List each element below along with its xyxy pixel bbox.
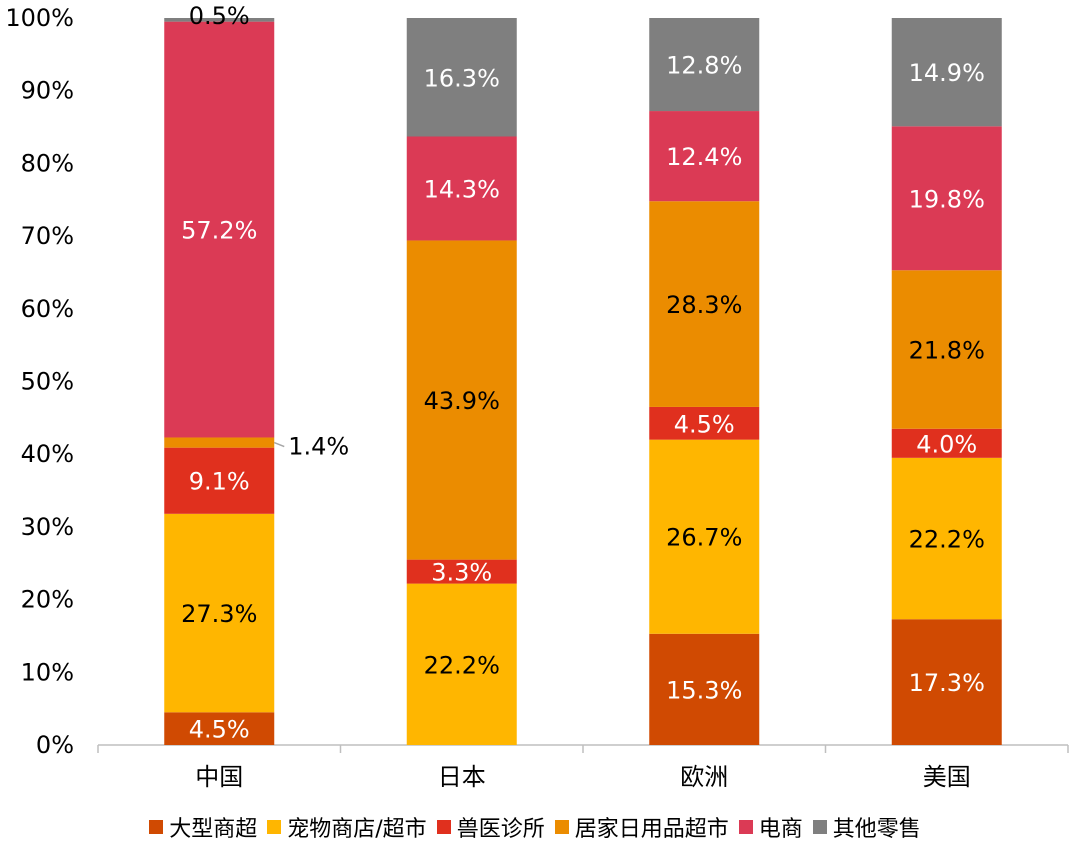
data-label: 22.2% — [424, 651, 500, 679]
bar-segment — [891, 270, 1002, 429]
data-label: 4.0% — [916, 430, 977, 458]
x-category-label: 日本 — [438, 763, 486, 791]
data-label: 22.2% — [909, 526, 985, 554]
y-tick-label: 70% — [21, 222, 74, 250]
legend-swatch — [149, 819, 164, 834]
legend-item: 其他零售 — [812, 811, 921, 843]
y-tick-label: 100% — [5, 4, 74, 32]
y-tick-label: 50% — [21, 368, 74, 396]
bar-segment — [164, 18, 275, 22]
legend-label: 居家日用品超市 — [574, 816, 729, 842]
data-label: 28.3% — [666, 291, 742, 319]
y-tick-label: 80% — [21, 149, 74, 177]
y-tick-label: 40% — [21, 440, 74, 468]
legend-swatch — [267, 819, 282, 834]
y-tick-label: 10% — [21, 658, 74, 686]
data-label: 26.7% — [666, 524, 742, 552]
legend-item: 兽医诊所 — [436, 811, 545, 843]
data-label: 19.8% — [909, 185, 985, 213]
y-tick-label: 0% — [36, 731, 74, 759]
data-label: 43.9% — [424, 387, 500, 415]
data-label: 4.5% — [674, 410, 735, 438]
chart-legend: 大型商超 宠物商店/超市 兽医诊所 居家日用品超市 电商 其他零售 — [0, 810, 1080, 843]
bar-segment — [406, 559, 517, 584]
bar-segment — [406, 583, 517, 745]
x-category-label: 美国 — [923, 763, 971, 791]
bar-segment — [891, 428, 1002, 458]
bar-segment — [649, 111, 760, 202]
bar-segment — [164, 21, 275, 438]
data-label: 27.3% — [181, 600, 257, 628]
bar-segment — [406, 240, 517, 560]
y-tick-label: 60% — [21, 295, 74, 323]
data-label: 17.3% — [909, 669, 985, 697]
bar-segment — [164, 447, 275, 514]
legend-label: 其他零售 — [832, 816, 921, 842]
stacked-bar-chart: 0% 10% 20% 30% 40% 50% 60% 70% 80% 90% 100% 4.5% 27.… — [5, 2, 1069, 791]
data-label: 16.3% — [424, 64, 500, 92]
bar-segment — [649, 633, 760, 745]
data-label-leader — [273, 441, 285, 448]
data-label: 14.3% — [424, 175, 500, 203]
data-label: 4.5% — [189, 716, 250, 744]
legend-swatch — [554, 819, 569, 834]
legend-swatch — [436, 819, 451, 834]
bar-segment — [406, 18, 517, 137]
legend-item: 居家日用品超市 — [554, 811, 729, 843]
y-tick-label: 90% — [21, 77, 74, 105]
legend-item: 电商 — [738, 811, 803, 843]
data-label: 9.1% — [189, 468, 250, 496]
bar-segment — [891, 619, 1002, 745]
data-label: 12.4% — [666, 143, 742, 171]
bar-segment — [649, 201, 760, 407]
legend-label: 大型商超 — [169, 816, 258, 842]
legend-label: 宠物商店/超市 — [287, 816, 427, 842]
legend-swatch — [738, 819, 753, 834]
bar-segment — [164, 513, 275, 713]
data-label: 12.8% — [666, 52, 742, 80]
legend-swatch — [812, 819, 827, 834]
bar-segment — [891, 126, 1002, 271]
legend-item: 宠物商店/超市 — [267, 811, 427, 843]
bar-segment — [164, 437, 275, 448]
data-label: 3.3% — [431, 559, 492, 587]
bar-segment — [891, 18, 1002, 127]
data-label: 1.4% — [288, 433, 349, 461]
data-label: 14.9% — [909, 59, 985, 87]
data-label: 0.5% — [189, 2, 250, 30]
y-tick-label: 20% — [21, 586, 74, 614]
bar-segment — [406, 136, 517, 241]
x-category-label: 中国 — [195, 763, 243, 791]
y-tick-label: 30% — [21, 513, 74, 541]
legend-label: 电商 — [758, 816, 803, 842]
bar-segment — [164, 712, 275, 745]
data-label: 15.3% — [666, 676, 742, 704]
legend-label: 兽医诊所 — [456, 816, 545, 842]
bar-segment — [649, 439, 760, 634]
x-category-label: 欧洲 — [680, 763, 728, 791]
bar-segment — [649, 406, 760, 440]
legend-item: 大型商超 — [149, 811, 257, 843]
data-label: 21.8% — [909, 337, 985, 365]
bar-segment — [649, 18, 760, 112]
data-label: 57.2% — [181, 217, 257, 245]
bar-segment — [891, 457, 1002, 620]
